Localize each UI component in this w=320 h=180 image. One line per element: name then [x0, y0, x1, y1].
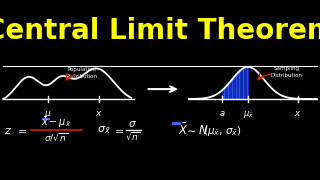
Text: $N$: $N$ — [198, 124, 208, 137]
Text: $x$: $x$ — [294, 109, 301, 118]
Text: $\mu$: $\mu$ — [44, 109, 52, 120]
Text: $\mu_{\bar{x}}$: $\mu_{\bar{x}}$ — [243, 109, 253, 120]
Text: $\sqrt{n}$: $\sqrt{n}$ — [125, 131, 141, 142]
Text: $=$: $=$ — [112, 125, 124, 136]
Text: $\sigma/\sqrt{n}$: $\sigma/\sqrt{n}$ — [44, 131, 68, 144]
Text: $\sigma_{\bar{x}}$: $\sigma_{\bar{x}}$ — [97, 125, 111, 136]
Text: $x$: $x$ — [95, 109, 103, 118]
Text: $\sim$: $\sim$ — [184, 125, 196, 136]
Text: Population
Distribution: Population Distribution — [66, 67, 98, 78]
Text: $\sigma$: $\sigma$ — [128, 119, 137, 129]
Text: $z$: $z$ — [4, 125, 12, 136]
Text: $\bar{x} - \mu_{\bar{x}}$: $\bar{x} - \mu_{\bar{x}}$ — [41, 116, 71, 130]
Text: $a$: $a$ — [219, 109, 226, 118]
Text: Central Limit Theorem: Central Limit Theorem — [0, 17, 320, 45]
Text: $=$: $=$ — [15, 125, 27, 136]
Text: $(\mu_{\bar{x}},\, \sigma_{\bar{x}})$: $(\mu_{\bar{x}},\, \sigma_{\bar{x}})$ — [203, 123, 242, 138]
Text: $\bar{X}$: $\bar{X}$ — [178, 123, 188, 138]
Text: Sampling
Distribution: Sampling Distribution — [270, 66, 302, 78]
